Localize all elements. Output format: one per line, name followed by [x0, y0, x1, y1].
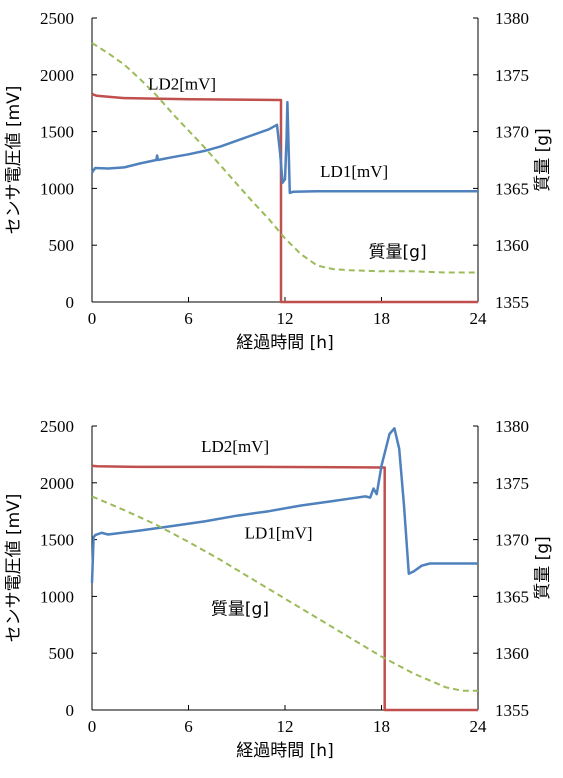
y-left-tick-label: 2000	[40, 66, 74, 85]
y-right-axis-title: 質量 [g]	[533, 128, 553, 191]
x-tick-label: 12	[277, 309, 294, 328]
y-left-tick-label: 1000	[40, 587, 74, 606]
y-right-tick-label: 1360	[495, 644, 529, 663]
y-right-tick-label: 1380	[495, 9, 529, 28]
x-tick-label: 18	[373, 309, 390, 328]
mass-series-line	[91, 42, 478, 274]
y-left-tick-label: 500	[49, 236, 75, 255]
y-left-tick-label: 0	[66, 701, 75, 720]
y-left-tick-label: 1500	[40, 123, 74, 142]
series-label: 質量[g]	[369, 243, 427, 263]
y-left-tick-label: 1500	[40, 531, 74, 550]
series-label: LD2[mV]	[201, 437, 269, 456]
y-left-tick-label: 500	[49, 644, 75, 663]
y-right-tick-label: 1360	[495, 236, 529, 255]
ld1-series-line	[90, 427, 478, 583]
y-left-tick-label: 2500	[40, 417, 74, 436]
y-left-tick-label: 1000	[40, 179, 74, 198]
y-left-axis-title: センサ電圧値 [mV]	[4, 86, 24, 235]
y-right-axis-title: 質量 [g]	[533, 536, 553, 599]
x-tick-label: 6	[184, 717, 193, 736]
y-right-tick-label: 1355	[495, 293, 529, 312]
x-axis-title: 経過時間 [h]	[236, 333, 333, 353]
y-right-tick-label: 1380	[495, 417, 529, 436]
x-tick-label: 12	[277, 717, 294, 736]
y-right-tick-label: 1370	[495, 531, 529, 550]
y-right-tick-label: 1365	[495, 587, 529, 606]
x-tick-label: 18	[373, 717, 390, 736]
y-left-tick-label: 0	[66, 293, 75, 312]
ld2-series-line	[91, 464, 478, 712]
y-right-tick-label: 1375	[495, 474, 529, 493]
x-tick-label: 0	[88, 717, 97, 736]
y-left-axis-title: センサ電圧値 [mV]	[4, 494, 24, 643]
series-label: LD1[mV]	[320, 162, 388, 181]
x-tick-label: 24	[470, 717, 488, 736]
y-right-tick-label: 1375	[495, 66, 529, 85]
y-right-tick-label: 1365	[495, 179, 529, 198]
chart-top: 0 6 12 18 24 0 500 1000 1500 2000 2500 1355 1360 1365…	[4, 9, 553, 353]
y-right-tick-label: 1355	[495, 701, 529, 720]
y-left-tick-label: 2500	[40, 9, 74, 28]
series-label: LD2[mV]	[148, 75, 216, 94]
y-left-tick-label: 2000	[40, 474, 74, 493]
series-label: 質量[g]	[211, 600, 269, 620]
chart-bottom: 0 6 12 18 24 0 500 1000 1500 2000 2500 1355 1360 1365…	[4, 417, 553, 761]
series-label: LD1[mV]	[245, 523, 313, 542]
x-tick-label: 0	[88, 309, 97, 328]
x-axis-title: 経過時間 [h]	[236, 741, 333, 761]
x-tick-label: 6	[184, 309, 193, 328]
ld1-series-line	[90, 100, 478, 195]
x-tick-label: 24	[470, 309, 488, 328]
y-right-tick-label: 1370	[495, 123, 529, 142]
